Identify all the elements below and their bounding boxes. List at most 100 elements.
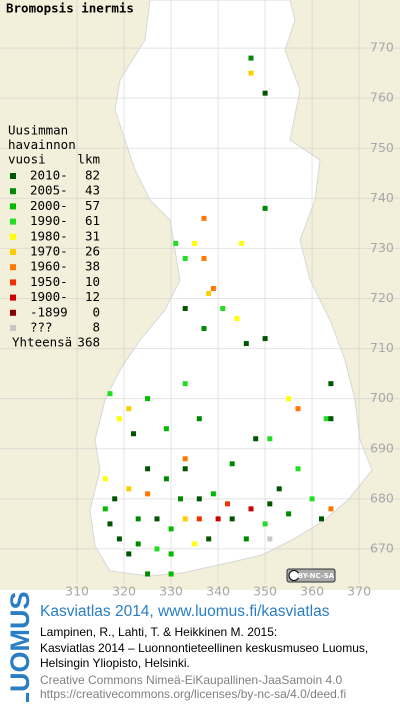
- observation-square: [126, 406, 132, 412]
- observation-square: [182, 306, 188, 312]
- x-tick-label: 370: [347, 584, 371, 599]
- observation-square: [130, 431, 136, 437]
- legend-label: 1980-: [30, 228, 68, 243]
- observation-square: [201, 215, 207, 221]
- observation-square: [145, 396, 151, 402]
- observation-square: [267, 436, 273, 442]
- observation-square: [196, 496, 202, 502]
- observation-square: [328, 416, 334, 422]
- observation-square: [126, 486, 132, 492]
- observation-square: [295, 466, 301, 472]
- observation-square: [276, 486, 282, 492]
- legend-count: 0: [92, 304, 100, 319]
- observation-square: [182, 255, 188, 261]
- legend-label: -1899: [30, 304, 68, 319]
- y-tick-label: 750: [370, 140, 394, 155]
- citation: Lampinen, R., Lahti, T. & Heikkinen M. 2…: [40, 625, 277, 639]
- observation-square: [262, 205, 268, 211]
- legend-swatch: [10, 294, 16, 301]
- observation-square: [154, 516, 160, 522]
- observation-square: [126, 551, 132, 557]
- legend-count: 31: [85, 228, 100, 243]
- observation-square: [234, 316, 240, 322]
- x-tick-label: 340: [206, 584, 230, 599]
- legend-swatch: [10, 264, 16, 271]
- legend-label: 2000-: [30, 198, 68, 213]
- observation-square: [107, 521, 113, 527]
- legend-total-label: Yhteensä: [12, 335, 72, 350]
- footer-title: Kasviatlas 2014, www.luomus.fi/kasviatla…: [40, 603, 330, 620]
- license-text: Creative Commons Nimeä-EiKaupallinen-Jaa…: [40, 673, 342, 687]
- observation-square: [229, 461, 235, 467]
- y-tick-label: 740: [370, 190, 394, 205]
- observation-square: [243, 341, 249, 347]
- observation-square: [163, 476, 169, 482]
- x-tick-label: 350: [253, 584, 277, 599]
- legend-swatch: [10, 279, 16, 286]
- observation-square: [210, 491, 216, 497]
- legend-count: 57: [85, 198, 100, 213]
- legend-label: 1900-: [30, 289, 68, 304]
- legend-count: 10: [85, 274, 100, 289]
- observation-square: [286, 511, 292, 517]
- observation-square: [116, 536, 122, 542]
- legend-label: 1970-: [30, 244, 68, 259]
- license-url: https://creativecommons.org/licenses/by-…: [40, 687, 346, 701]
- observation-square: [243, 536, 249, 542]
- citation: Helsingin Yliopisto, Helsinki.: [40, 656, 190, 670]
- legend-label: 1950-: [30, 274, 68, 289]
- observation-square: [182, 466, 188, 472]
- y-tick-label: 690: [370, 440, 394, 455]
- observation-square: [262, 90, 268, 96]
- grid: 310 320 330 340 350 360 3706706806907007107207…: [0, 0, 400, 599]
- observation-square: [262, 521, 268, 527]
- observation-square: [154, 546, 160, 552]
- badge-text: BY-NC-SA: [298, 572, 335, 580]
- legend-swatch: [10, 309, 16, 316]
- observation-squares: [102, 55, 334, 577]
- observation-square: [192, 240, 198, 246]
- observation-square: [112, 496, 118, 502]
- observation-square: [229, 516, 235, 522]
- legend-label: 2010-: [30, 168, 68, 183]
- y-tick-label: 680: [370, 490, 394, 505]
- legend-swatch: [10, 188, 16, 195]
- legend-count: 43: [85, 183, 100, 198]
- observation-square: [182, 516, 188, 522]
- legend-swatch: [10, 233, 16, 240]
- citation: Kasviatlas 2014 – Luonnontieteellinen ke…: [40, 641, 368, 655]
- observation-square: [248, 506, 254, 512]
- observation-square: [201, 326, 207, 332]
- license-badge: BY-NC-SA: [286, 568, 336, 583]
- legend-swatch: [10, 218, 16, 225]
- legend-count: 12: [85, 289, 100, 304]
- y-tick-label: 730: [370, 240, 394, 255]
- observation-square: [135, 541, 141, 547]
- observation-square: [253, 436, 259, 442]
- observation-square: [168, 571, 174, 577]
- observation-square: [145, 571, 151, 577]
- observation-square: [267, 501, 273, 507]
- observation-square: [248, 55, 254, 61]
- x-tick-label: 320: [112, 584, 136, 599]
- observation-square: [102, 476, 108, 482]
- y-tick-label: 770: [370, 40, 394, 55]
- legend-total: 368: [77, 335, 100, 350]
- observation-square: [135, 516, 141, 522]
- observation-square: [215, 516, 221, 522]
- observation-square: [248, 70, 254, 76]
- observation-square: [319, 516, 325, 522]
- observation-square: [196, 516, 202, 522]
- species-title: Bromopsis inermis: [6, 1, 134, 16]
- observation-square: [210, 285, 216, 291]
- x-tick-label: 310: [65, 584, 89, 599]
- observation-square: [116, 416, 122, 422]
- legend-swatch: [10, 249, 16, 255]
- y-tick-label: 700: [370, 390, 394, 405]
- finland-outline: [89, 0, 373, 577]
- observation-square: [309, 496, 315, 502]
- observation-square: [182, 456, 188, 462]
